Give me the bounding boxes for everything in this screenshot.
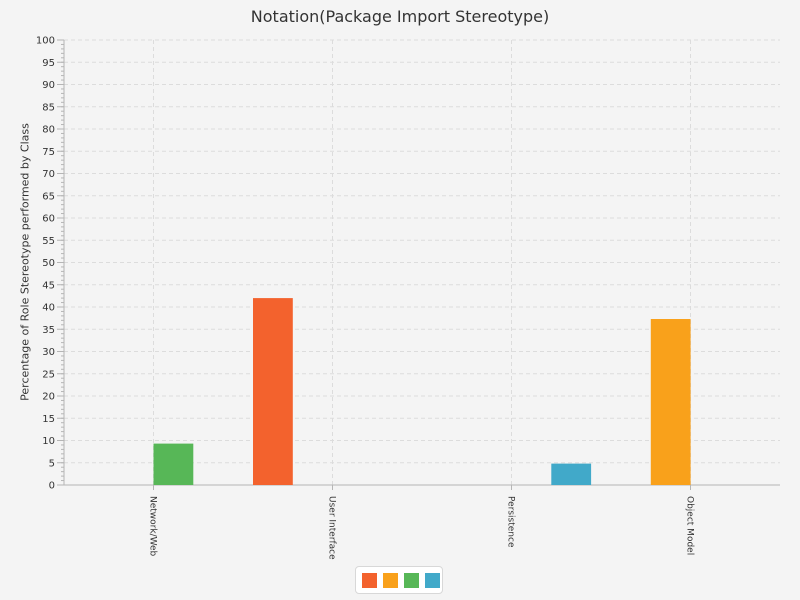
bar <box>153 443 194 485</box>
chart-legend <box>355 566 443 594</box>
y-tick-label: 0 <box>49 481 55 492</box>
bar <box>551 463 592 485</box>
y-tick-label: 10 <box>42 436 55 447</box>
legend-swatch <box>362 573 377 588</box>
y-tick-label: 45 <box>42 280 55 291</box>
y-tick-label: 35 <box>42 325 55 336</box>
y-tick-label: 80 <box>42 125 55 136</box>
y-tick-label: 65 <box>42 191 55 202</box>
y-tick-label: 15 <box>42 414 55 425</box>
y-tick-label: 100 <box>36 36 55 47</box>
y-tick-label: 75 <box>42 147 55 158</box>
x-tick-label: User Interface <box>327 496 337 560</box>
chart-title: Notation(Package Import Stereotype) <box>250 7 550 26</box>
y-tick-label: 95 <box>42 58 55 69</box>
x-tick-label: Object Model <box>685 496 695 555</box>
y-tick-label: 40 <box>42 303 55 314</box>
y-tick-label: 50 <box>42 258 55 269</box>
x-tick-label: Network/Web <box>148 496 158 557</box>
bar <box>650 319 691 485</box>
y-tick-label: 55 <box>42 236 55 247</box>
y-tick-label: 85 <box>42 102 55 113</box>
y-tick-label: 30 <box>42 347 55 358</box>
y-tick-label: 70 <box>42 169 55 180</box>
y-tick-label: 60 <box>42 214 55 225</box>
y-tick-label: 90 <box>42 80 55 91</box>
bar <box>253 298 293 485</box>
legend-swatch <box>425 573 440 588</box>
y-tick-label: 25 <box>42 369 55 380</box>
y-tick-label: 5 <box>49 458 55 469</box>
legend-swatch <box>383 573 398 588</box>
y-tick-label: 20 <box>42 392 55 403</box>
legend-swatch <box>404 573 419 588</box>
x-tick-label: Persistence <box>506 496 516 548</box>
